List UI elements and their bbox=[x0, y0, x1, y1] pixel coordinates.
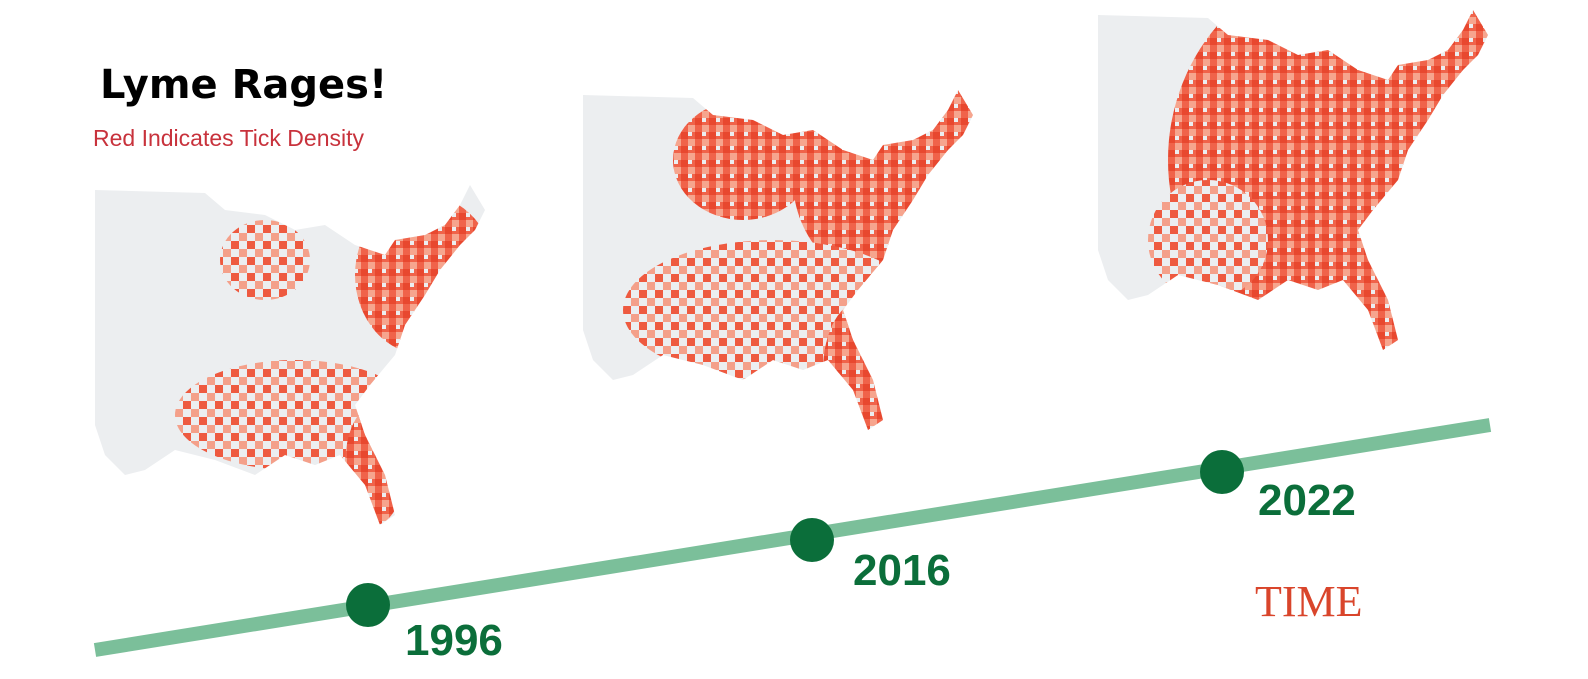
timeline-dot bbox=[790, 518, 834, 562]
brand: TIME bbox=[1255, 577, 1363, 626]
map-2022 bbox=[1098, 10, 1488, 350]
year-label: 2022 bbox=[1258, 476, 1356, 525]
timeline-dot bbox=[1200, 450, 1244, 494]
year-label: 2016 bbox=[853, 546, 951, 595]
year-label: 1996 bbox=[405, 616, 503, 665]
map-1996 bbox=[95, 185, 485, 525]
map-2016 bbox=[583, 90, 973, 430]
subtitle: Red Indicates Tick Density bbox=[93, 125, 365, 151]
title: Lyme Rages! bbox=[100, 62, 387, 108]
timeline-dot bbox=[346, 583, 390, 627]
